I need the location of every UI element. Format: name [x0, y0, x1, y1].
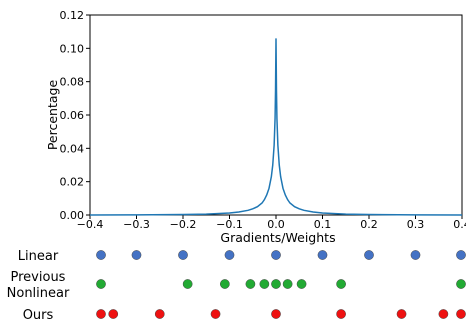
quantization-level-dot: [336, 309, 346, 319]
quantization-level-dot: [296, 279, 307, 289]
x-tick-label: 0.2: [360, 218, 378, 231]
row-label: Ours: [23, 308, 54, 323]
y-tick-label: 0.02: [60, 176, 85, 189]
quantization-level-dot: [271, 250, 281, 260]
y-tick-label: 0.12: [60, 9, 85, 22]
quantization-level-dot: [245, 279, 256, 289]
quantization-level-dot: [259, 279, 270, 289]
quantization-level-dot: [410, 250, 421, 260]
quantization-level-dot: [154, 309, 165, 319]
quantization-level-dot: [178, 250, 188, 260]
y-tick-label: 0.10: [60, 42, 85, 55]
y-tick-label: 0.06: [60, 109, 85, 122]
quantization-level-dot: [396, 309, 407, 319]
quantization-level-dot: [336, 279, 346, 289]
x-tick-label: 0.1: [314, 218, 332, 231]
plot-area: 0.000.020.040.060.080.100.12 −0.4 −0.3 −0.…: [60, 9, 466, 231]
y-tick-label: 0.00: [60, 209, 85, 222]
quantization-level-dot: [96, 250, 106, 260]
x-tick-label: 0.4: [453, 218, 466, 231]
x-tick-label: −0.3: [123, 218, 150, 231]
quantization-level-dot: [271, 309, 281, 319]
quantization-level-dot: [210, 309, 221, 319]
quantization-level-dot: [182, 279, 193, 289]
y-tick-label: 0.08: [60, 76, 85, 89]
quantization-level-dot: [456, 250, 466, 260]
density-curve: [89, 38, 463, 216]
quantization-level-dot: [96, 279, 106, 289]
quantization-level-dot: [131, 250, 142, 260]
x-tick-label: 0.3: [407, 218, 425, 231]
y-axis-label: Percentage: [45, 80, 60, 151]
quantization-level-dot: [108, 309, 119, 319]
x-tick-label: −0.1: [216, 218, 243, 231]
x-axis-ticks: −0.4 −0.3 −0.2 −0.1 0.0 0.1 0.2 0.3 0.4: [77, 215, 466, 231]
quantization-level-dot: [224, 250, 235, 260]
quantization-level-dot: [271, 279, 281, 289]
x-tick-label: 0.0: [267, 218, 285, 231]
row-label: Previous: [11, 270, 66, 285]
quantization-level-dot: [456, 279, 466, 289]
quantization-level-dot: [220, 279, 230, 289]
quantization-level-dot: [438, 309, 449, 319]
quantization-level-dot: [317, 250, 328, 260]
row-label: Nonlinear: [7, 286, 70, 301]
row-label: Linear: [18, 249, 59, 264]
quantization-level-dot: [96, 309, 106, 319]
quantization-level-dot: [282, 279, 293, 289]
y-axis-ticks: 0.00 0.02 0.04 0.06 0.08 0.10 0.12: [60, 9, 90, 222]
quantization-level-dot: [364, 250, 374, 260]
x-tick-label: −0.2: [170, 218, 197, 231]
x-axis-label: Gradients/Weights: [220, 230, 335, 245]
y-tick-label: 0.04: [60, 142, 85, 155]
x-tick-label: −0.4: [77, 218, 104, 231]
quantization-level-dot: [456, 309, 466, 319]
